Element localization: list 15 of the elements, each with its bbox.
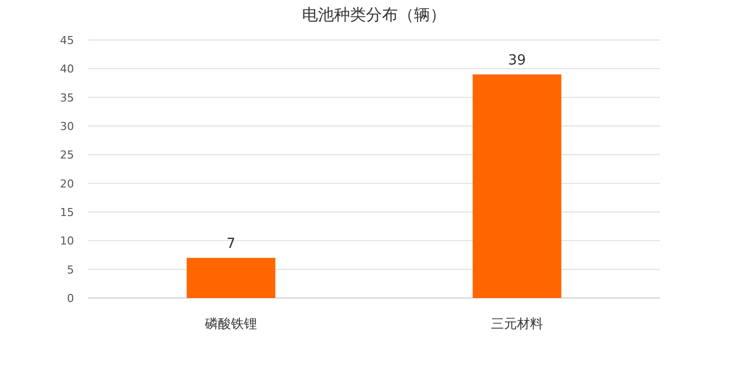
y-tick-label: 5	[67, 263, 74, 276]
y-tick-label: 15	[60, 206, 74, 219]
y-tick-label: 25	[60, 148, 74, 162]
x-tick-label: 三元材料	[491, 317, 543, 332]
x-tick-label: 磷酸铁锂	[204, 317, 257, 332]
y-tick-label: 35	[60, 91, 74, 104]
y-tick-label: 30	[60, 120, 74, 133]
y-tick-label: 45	[60, 34, 74, 47]
data-label: 7	[226, 236, 236, 252]
y-tick-label: 10	[60, 234, 74, 248]
y-tick-label: 20	[60, 177, 74, 190]
data-label: 39	[508, 52, 526, 68]
chart-title: 电池种类分布（辆）	[302, 5, 446, 24]
y-tick-label: 0	[67, 292, 74, 305]
y-tick-label: 40	[60, 62, 74, 76]
